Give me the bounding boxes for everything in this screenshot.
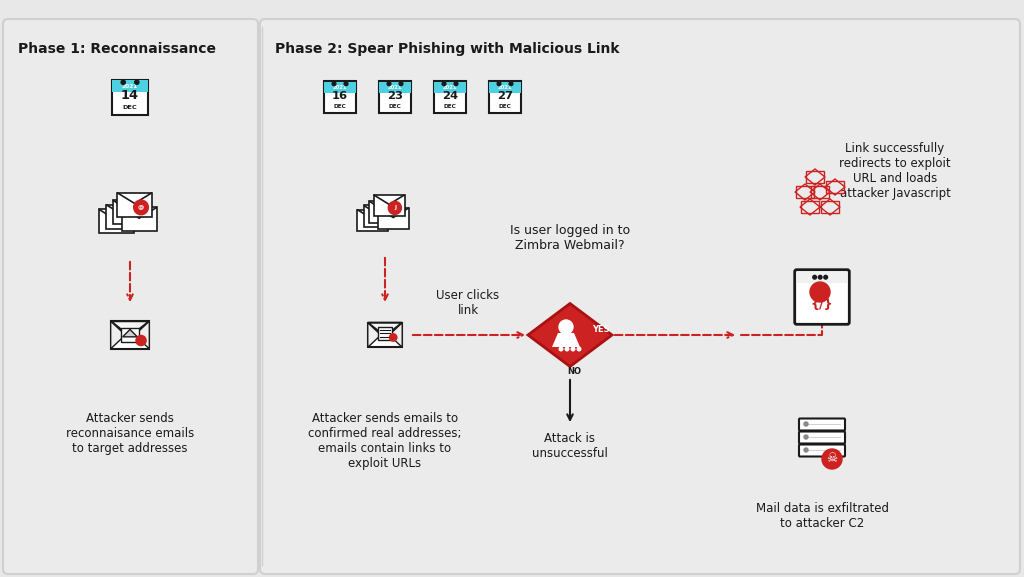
Text: ☠: ☠ [826, 452, 838, 466]
Polygon shape [122, 207, 157, 231]
Polygon shape [357, 209, 388, 231]
Circle shape [134, 200, 148, 215]
FancyBboxPatch shape [797, 272, 847, 283]
FancyBboxPatch shape [799, 432, 845, 444]
Circle shape [813, 275, 816, 279]
FancyBboxPatch shape [379, 81, 411, 113]
Circle shape [818, 275, 822, 279]
Text: 14: 14 [121, 89, 139, 102]
Polygon shape [378, 208, 409, 229]
Polygon shape [111, 321, 150, 349]
Circle shape [509, 82, 513, 85]
Circle shape [497, 82, 501, 85]
FancyBboxPatch shape [3, 19, 258, 574]
Circle shape [442, 82, 445, 85]
Text: DEC: DEC [443, 104, 457, 108]
Circle shape [344, 82, 348, 85]
FancyBboxPatch shape [379, 327, 391, 340]
Text: YES: YES [592, 325, 609, 335]
Polygon shape [113, 200, 147, 224]
Polygon shape [528, 304, 612, 366]
Circle shape [571, 347, 574, 351]
Text: DEC: DEC [389, 104, 401, 108]
Polygon shape [368, 323, 402, 336]
Polygon shape [106, 205, 141, 228]
Circle shape [389, 334, 397, 341]
Circle shape [565, 347, 568, 351]
FancyBboxPatch shape [489, 81, 521, 113]
Circle shape [399, 82, 402, 85]
Circle shape [136, 335, 146, 346]
Text: NO: NO [567, 367, 581, 376]
Circle shape [804, 422, 808, 426]
FancyBboxPatch shape [113, 80, 147, 115]
Polygon shape [389, 323, 402, 347]
Text: 16: 16 [332, 91, 348, 101]
FancyBboxPatch shape [121, 328, 139, 342]
Text: 2021: 2021 [442, 85, 458, 90]
Text: Is user logged in to
Zimbra Webmail?: Is user logged in to Zimbra Webmail? [510, 224, 630, 252]
FancyBboxPatch shape [434, 81, 466, 113]
Text: Attack is
unsuccessful: Attack is unsuccessful [532, 432, 608, 460]
Circle shape [824, 275, 827, 279]
Circle shape [454, 82, 458, 85]
Circle shape [121, 80, 125, 84]
Text: 2021: 2021 [333, 85, 347, 90]
FancyBboxPatch shape [489, 81, 521, 93]
Text: 23: 23 [387, 91, 403, 101]
Circle shape [804, 435, 808, 439]
Text: Attacker sends emails to
confirmed real addresses;
emails contain links to
explo: Attacker sends emails to confirmed real … [308, 412, 462, 470]
Polygon shape [134, 321, 150, 349]
Circle shape [559, 320, 573, 334]
Text: 2021: 2021 [498, 85, 512, 90]
FancyBboxPatch shape [113, 80, 147, 92]
Text: Phase 2: Spear Phishing with Malicious Link: Phase 2: Spear Phishing with Malicious L… [275, 42, 620, 56]
Polygon shape [368, 323, 381, 347]
Polygon shape [111, 321, 125, 349]
FancyBboxPatch shape [325, 81, 355, 113]
Polygon shape [364, 205, 395, 227]
Text: 2021: 2021 [388, 85, 402, 90]
Text: @: @ [138, 205, 144, 210]
Circle shape [387, 82, 391, 85]
FancyBboxPatch shape [795, 269, 849, 324]
Polygon shape [98, 209, 134, 233]
FancyBboxPatch shape [325, 81, 355, 93]
Circle shape [822, 449, 842, 469]
Text: DEC: DEC [499, 104, 511, 108]
Circle shape [578, 347, 581, 351]
FancyBboxPatch shape [379, 81, 411, 93]
Polygon shape [374, 195, 404, 216]
Text: Mail data is exfiltrated
to attacker C2: Mail data is exfiltrated to attacker C2 [756, 502, 889, 530]
Text: Phase 1: Reconnaissance: Phase 1: Reconnaissance [18, 42, 216, 56]
Text: Link successfully
redirects to exploit
URL and loads
attacker Javascript: Link successfully redirects to exploit U… [840, 142, 951, 200]
FancyBboxPatch shape [434, 81, 466, 93]
Text: Attacker sends
reconnaisance emails
to target addresses: Attacker sends reconnaisance emails to t… [66, 412, 195, 455]
FancyBboxPatch shape [799, 418, 845, 430]
Text: 2021: 2021 [122, 84, 138, 89]
FancyBboxPatch shape [799, 444, 845, 456]
Circle shape [804, 448, 808, 452]
Circle shape [135, 80, 139, 84]
Text: J: J [394, 205, 396, 211]
Polygon shape [117, 193, 153, 216]
Text: User clicks
link: User clicks link [436, 289, 500, 317]
Polygon shape [111, 321, 150, 336]
Circle shape [332, 82, 336, 85]
Text: DEC: DEC [334, 104, 346, 108]
Polygon shape [370, 201, 400, 223]
Circle shape [810, 282, 830, 302]
Polygon shape [123, 329, 137, 337]
FancyBboxPatch shape [260, 19, 1020, 574]
Text: DEC: DEC [123, 105, 137, 110]
Text: 27: 27 [497, 91, 513, 101]
Polygon shape [552, 333, 580, 347]
Text: 24: 24 [442, 91, 458, 101]
Polygon shape [368, 323, 402, 347]
Circle shape [388, 201, 401, 215]
Text: {/}: {/} [811, 298, 834, 310]
Circle shape [559, 347, 563, 351]
